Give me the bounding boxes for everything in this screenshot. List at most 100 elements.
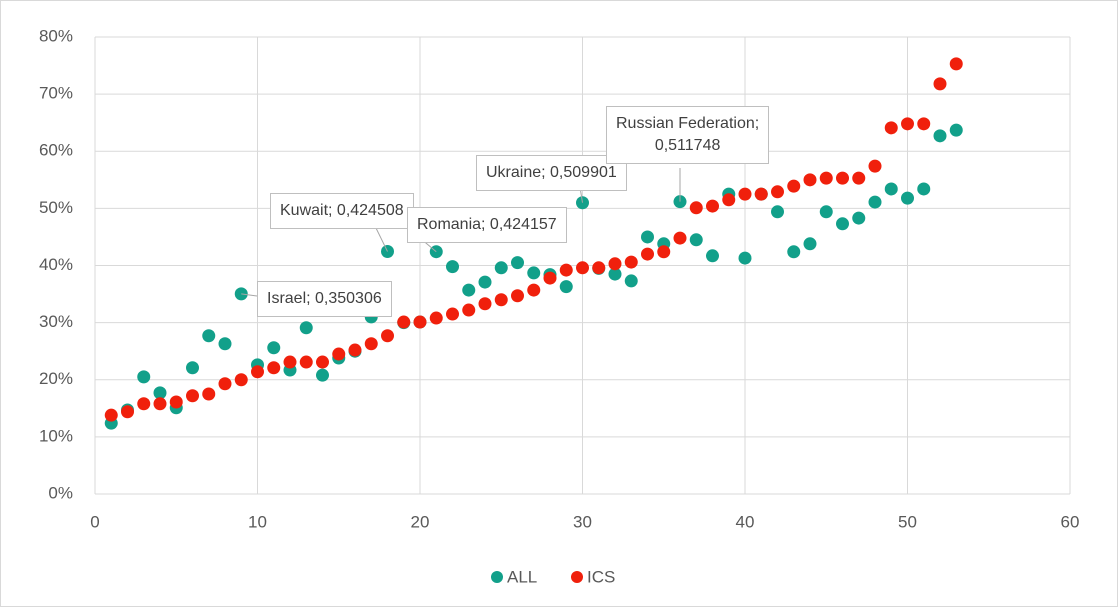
point — [836, 171, 849, 185]
point — [624, 274, 638, 288]
point — [429, 311, 443, 325]
x-tick-label: 20 — [411, 512, 430, 531]
point — [852, 211, 866, 225]
point — [494, 293, 508, 307]
point — [332, 347, 346, 361]
point — [933, 129, 947, 143]
point — [153, 397, 167, 411]
y-tick-label: 10% — [39, 426, 73, 445]
point — [218, 337, 232, 351]
point — [933, 77, 947, 91]
point — [901, 117, 914, 131]
y-tick-label: 70% — [39, 84, 73, 103]
point — [917, 117, 931, 131]
point — [267, 341, 281, 355]
point — [819, 205, 833, 219]
x-tick-label: 10 — [248, 512, 267, 531]
point — [446, 307, 459, 321]
point — [348, 343, 362, 357]
point — [202, 387, 216, 401]
point — [771, 185, 784, 199]
point — [624, 255, 638, 269]
point — [478, 297, 492, 311]
point — [641, 247, 654, 261]
point — [852, 171, 866, 185]
point — [543, 271, 557, 285]
x-tick-label: 40 — [736, 512, 755, 531]
y-tick-label: 0% — [48, 483, 73, 502]
point — [819, 171, 833, 185]
data-label: Romania; 0,424157 — [407, 207, 567, 243]
point — [722, 193, 736, 207]
point — [299, 321, 313, 335]
data-label: Ukraine; 0,509901 — [476, 155, 627, 191]
legend-marker — [491, 571, 503, 583]
point — [381, 329, 394, 343]
point — [949, 57, 963, 71]
point — [657, 245, 671, 259]
point — [299, 355, 313, 369]
y-tick-label: 50% — [39, 198, 73, 217]
point — [316, 368, 329, 382]
y-tick-label: 60% — [39, 141, 73, 160]
point — [267, 361, 281, 375]
data-label: Kuwait; 0,424508 — [270, 193, 414, 229]
point — [771, 205, 784, 219]
point — [738, 187, 752, 201]
point — [397, 315, 411, 329]
point — [511, 256, 524, 270]
point — [527, 283, 541, 297]
point — [608, 257, 622, 271]
point — [559, 263, 573, 277]
point — [169, 395, 183, 409]
point — [527, 266, 541, 280]
point — [186, 389, 199, 403]
point — [706, 249, 719, 263]
y-tick-label: 20% — [39, 369, 73, 388]
point — [917, 182, 931, 196]
y-tick-label: 80% — [39, 26, 73, 45]
point — [787, 245, 801, 259]
point — [803, 173, 817, 187]
point — [364, 337, 378, 351]
point — [218, 377, 232, 391]
x-tick-label: 50 — [898, 512, 917, 531]
point — [478, 275, 492, 289]
leader-line — [241, 293, 258, 297]
point — [121, 405, 134, 419]
point — [738, 251, 752, 265]
point — [413, 315, 427, 329]
y-tick-label: 30% — [39, 312, 73, 331]
legend-label: ICS — [587, 567, 615, 586]
point — [104, 408, 118, 422]
point — [836, 217, 849, 231]
point — [283, 355, 297, 369]
y-tick-label: 40% — [39, 255, 73, 274]
point — [202, 329, 216, 343]
point — [511, 289, 524, 303]
point — [446, 260, 459, 274]
x-tick-label: 0 — [90, 512, 99, 531]
point — [137, 397, 151, 411]
point — [884, 182, 898, 196]
point — [576, 261, 589, 275]
point — [706, 199, 719, 213]
point — [462, 303, 476, 317]
legend-marker — [571, 571, 583, 583]
point — [673, 231, 687, 245]
point — [559, 280, 573, 294]
point — [884, 121, 898, 135]
point — [689, 233, 703, 247]
data-label: Israel; 0,350306 — [257, 281, 392, 317]
leader-line — [374, 225, 388, 252]
point — [186, 361, 199, 375]
point — [868, 195, 882, 209]
point — [153, 386, 167, 400]
point — [901, 191, 914, 205]
x-tick-label: 30 — [573, 512, 592, 531]
data-label: Russian Federation; 0,511748 — [606, 106, 770, 164]
point — [494, 261, 508, 275]
